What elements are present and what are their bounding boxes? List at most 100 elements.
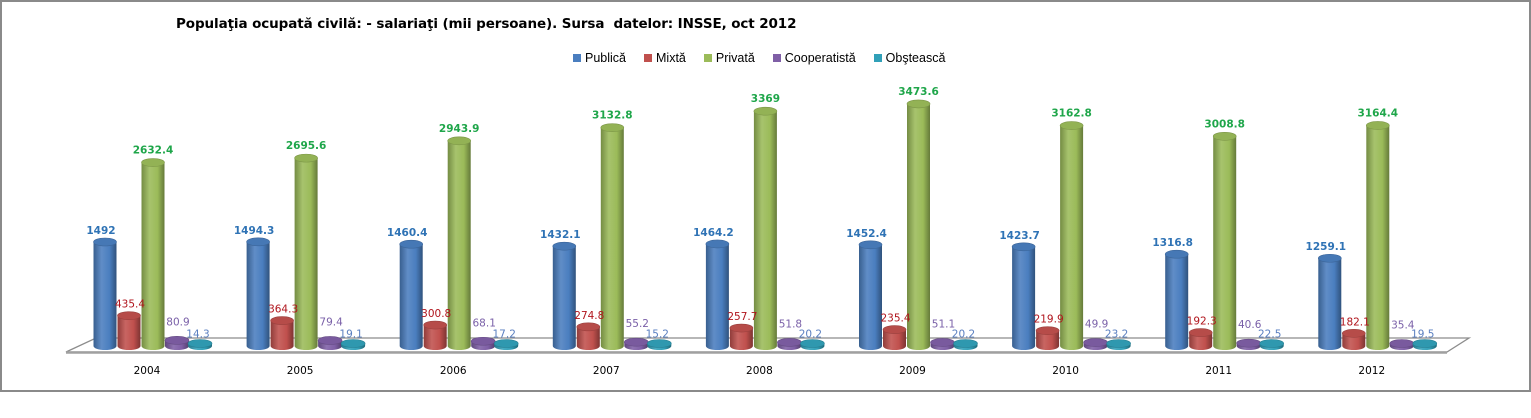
bar-publica-2012 xyxy=(1318,253,1342,350)
data-label-mixta: 435.4 xyxy=(115,299,145,311)
data-label-cooperatista: 51.8 xyxy=(779,318,802,330)
data-label-mixta: 182.1 xyxy=(1340,316,1370,328)
bar-cap xyxy=(906,99,931,109)
x-tick-label: 2010 xyxy=(1052,365,1079,377)
legend-label-publica: Publică xyxy=(585,51,626,65)
data-label-obsteasca: 19.1 xyxy=(339,329,362,341)
data-label-publica: 1492 xyxy=(86,225,115,237)
bar-cooperatista-2010 xyxy=(1083,338,1108,350)
bar-cap xyxy=(705,239,730,249)
data-label-mixta: 235.4 xyxy=(880,313,910,325)
bar-cap xyxy=(423,320,448,330)
legend-swatch-privata xyxy=(703,54,712,62)
data-label-publica: 1494.3 xyxy=(234,225,275,237)
data-label-mixta: 192.3 xyxy=(1187,316,1217,328)
data-label-obsteasca: 19.5 xyxy=(1411,329,1434,341)
bar-obsteasca-2006 xyxy=(493,339,519,350)
bar-cap xyxy=(882,325,907,334)
bar-cooperatista-2007 xyxy=(623,337,649,350)
bar-mixta-2012 xyxy=(1342,329,1366,350)
bar-cap xyxy=(1389,339,1415,348)
bar-body xyxy=(753,111,777,351)
x-tick-label: 2008 xyxy=(746,365,773,377)
bar-mixta-2011 xyxy=(1188,328,1213,350)
bar-body xyxy=(600,127,624,351)
data-label-mixta: 300.8 xyxy=(421,308,451,320)
data-label-mixta: 219.9 xyxy=(1034,314,1064,326)
data-label-publica: 1460.4 xyxy=(387,227,428,239)
bar-privata-2012 xyxy=(1366,121,1390,351)
data-label-privata: 2632.4 xyxy=(133,145,174,157)
x-tick-label: 2007 xyxy=(593,365,620,377)
bar-cap xyxy=(1318,253,1342,263)
bar-cap xyxy=(1366,121,1390,130)
data-label-publica: 1259.1 xyxy=(1306,241,1347,253)
bar-cap xyxy=(552,241,577,251)
bar-cap xyxy=(294,153,318,163)
bar-publica-2009 xyxy=(858,240,883,350)
bar-cooperatista-2011 xyxy=(1236,338,1261,350)
bar-cap xyxy=(1011,242,1036,252)
data-label-mixta: 274.8 xyxy=(574,310,604,322)
legend-item-mixta: Mixtă xyxy=(644,51,686,65)
bar-privata-2007 xyxy=(600,123,625,351)
bar-publica-2005 xyxy=(246,237,270,350)
bar-body xyxy=(117,315,141,350)
legend-swatch-mixta xyxy=(644,54,652,62)
data-label-cooperatista: 79.4 xyxy=(319,316,343,328)
bar-cap xyxy=(141,158,165,167)
data-label-privata: 3164.4 xyxy=(1358,107,1399,119)
x-tick-label: 2009 xyxy=(899,365,926,377)
bar-mixta-2008 xyxy=(729,323,754,350)
bar-publica-2004 xyxy=(93,237,117,350)
bar-cooperatista-2005 xyxy=(317,336,343,350)
data-label-privata: 2695.6 xyxy=(286,140,327,152)
data-label-obsteasca: 17.2 xyxy=(493,329,516,341)
bar-obsteasca-2010 xyxy=(1106,339,1131,350)
x-tick-label: 2006 xyxy=(440,365,467,377)
bar-body xyxy=(270,320,294,350)
data-label-publica: 1432.1 xyxy=(540,229,581,241)
legend-label-obsteasca: Obştească xyxy=(885,51,946,65)
bar-body xyxy=(423,325,447,350)
bar-body xyxy=(1060,125,1084,350)
bar-obsteasca-2012 xyxy=(1412,339,1438,350)
bar-publica-2008 xyxy=(705,239,730,350)
bar-cooperatista-2004 xyxy=(164,336,190,350)
bar-mixta-2005 xyxy=(270,316,294,350)
bar-cap xyxy=(246,237,270,247)
bar-body xyxy=(447,140,471,350)
bar-body xyxy=(907,103,930,351)
bar-body xyxy=(883,329,906,350)
data-label-cooperatista: 51.1 xyxy=(932,318,955,330)
legend-swatch-publica xyxy=(573,54,581,62)
bar-cooperatista-2006 xyxy=(470,336,496,350)
data-label-privata: 3369 xyxy=(751,93,780,105)
legend-label-privata: Privată xyxy=(715,51,755,65)
bar-cap xyxy=(600,123,625,132)
data-label-privata: 2943.9 xyxy=(439,123,480,135)
bar-cap xyxy=(270,316,294,325)
data-label-publica: 1316.8 xyxy=(1152,237,1193,249)
bar-cap xyxy=(1188,328,1213,337)
legend-swatch-cooperatista xyxy=(772,54,781,62)
bar-privata-2006 xyxy=(447,136,472,350)
data-label-privata: 3008.8 xyxy=(1204,118,1245,130)
legend-item-cooperatista: Cooperatistă xyxy=(772,51,856,65)
bar-cap xyxy=(470,336,496,346)
data-label-publica: 1464.2 xyxy=(693,227,734,239)
data-label-privata: 3473.6 xyxy=(898,86,939,98)
bar-publica-2006 xyxy=(399,239,424,350)
bar-body xyxy=(552,246,576,350)
bar-cap xyxy=(576,322,601,332)
data-label-obsteasca: 14.3 xyxy=(186,329,209,341)
bar-obsteasca-2011 xyxy=(1259,339,1284,350)
data-label-mixta: 364.3 xyxy=(268,304,298,316)
data-label-privata: 3162.8 xyxy=(1051,108,1092,120)
legend-item-obsteasca: Obştească xyxy=(873,51,946,65)
bar-obsteasca-2007 xyxy=(646,339,672,350)
data-label-obsteasca: 15.2 xyxy=(646,329,669,341)
bar-cap xyxy=(1059,121,1084,130)
bar-body xyxy=(294,158,318,350)
